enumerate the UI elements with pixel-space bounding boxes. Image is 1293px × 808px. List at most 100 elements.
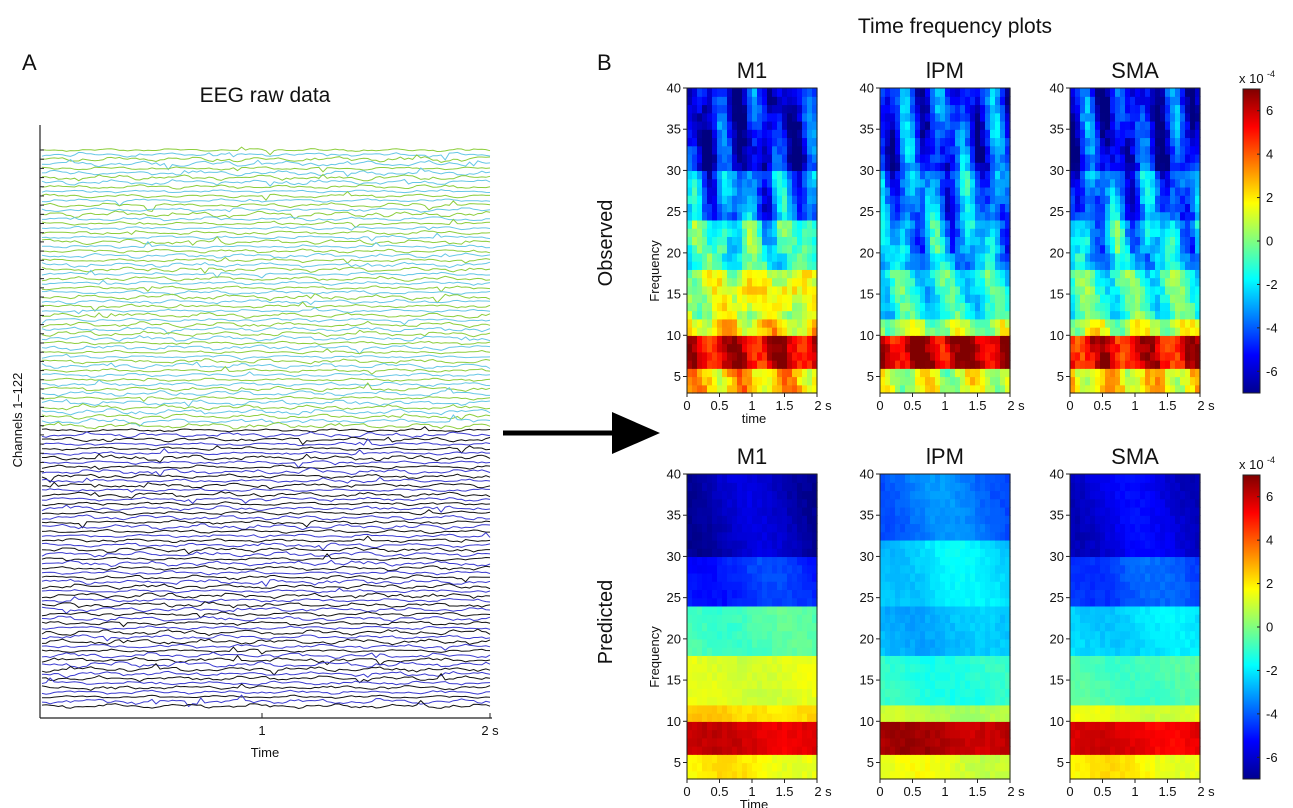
tf-cell (1160, 368, 1166, 378)
tf-cell (1115, 219, 1121, 229)
tf-cell (1145, 236, 1151, 246)
tf-cell (727, 696, 733, 706)
tf-cell (1090, 343, 1096, 353)
tf-cell (970, 170, 976, 180)
tf-cell (737, 704, 743, 714)
tf-cell (970, 721, 976, 731)
tf-cell (707, 96, 713, 106)
tf-cell (1145, 277, 1151, 287)
tf-cell (737, 186, 743, 196)
tf-cell (915, 318, 921, 328)
tf-cell (1185, 269, 1191, 279)
tf-cell (712, 474, 718, 483)
tf-cell (767, 327, 773, 336)
tf-cell (975, 360, 981, 369)
tf-cell (697, 680, 703, 689)
tf-cell (1005, 655, 1011, 665)
tf-cell (975, 310, 981, 320)
tf-cell (1195, 310, 1201, 320)
tf-cell (1080, 244, 1086, 254)
tf-cell (925, 129, 931, 139)
tf-cell (737, 343, 743, 353)
tf-cell (722, 671, 728, 681)
tf-cell (950, 671, 956, 681)
tf-cell (945, 203, 951, 213)
tf-cell (717, 655, 723, 665)
tf-cell (990, 96, 996, 106)
tf-y-tick-label: 20 (860, 245, 874, 260)
tf-cell (762, 729, 768, 739)
tf-cell (757, 310, 763, 320)
tf-cell (742, 605, 748, 615)
tf-cell (737, 384, 743, 394)
tf-cell (807, 647, 813, 656)
tf-cell (757, 162, 763, 172)
tf-cell (757, 506, 763, 516)
tf-cell (970, 277, 976, 287)
tf-cell (925, 647, 931, 656)
tf-cell (915, 228, 921, 237)
tf-x-tick-label: 1 (1131, 398, 1138, 413)
tf-cell (990, 680, 996, 689)
tf-cell (1000, 203, 1006, 213)
tf-cell (930, 120, 936, 130)
tf-cell (742, 120, 748, 130)
tf-cell (1080, 170, 1086, 180)
tf-cell (1120, 236, 1126, 246)
tf-cell (945, 153, 951, 163)
tf-cell (945, 277, 951, 287)
tf-cell (777, 302, 783, 312)
tf-cell (1105, 327, 1111, 336)
tf-cell (925, 88, 931, 97)
tf-cell (1005, 137, 1011, 147)
tf-cell (717, 482, 723, 492)
tf-cell (757, 384, 763, 394)
tf-cell (920, 671, 926, 681)
tf-cell (1145, 145, 1151, 155)
tf-cell (960, 302, 966, 312)
tf-cell (995, 269, 1001, 279)
tf-cell (697, 236, 703, 246)
tf-cell (930, 302, 936, 312)
tf-cell (812, 360, 818, 369)
tf-cell (955, 630, 961, 640)
tf-cell (732, 696, 738, 706)
tf-cell (747, 622, 753, 632)
tf-cell (1165, 294, 1171, 303)
tf-cell (792, 498, 798, 508)
tf-cell (767, 762, 773, 772)
tf-cell (960, 581, 966, 590)
tf-cell (975, 120, 981, 130)
tf-cell (960, 228, 966, 237)
tf-cell (1125, 170, 1131, 180)
tf-cell (687, 360, 693, 369)
tf-cell (707, 228, 713, 237)
tf-cell (995, 655, 1001, 665)
tf-cell (910, 112, 916, 122)
tf-cell (692, 729, 698, 739)
tf-cell (1140, 302, 1146, 312)
tf-cell (697, 490, 703, 500)
tf-cell (950, 137, 956, 147)
tf-cell (772, 523, 778, 533)
eeg-channel-trace (41, 438, 491, 447)
tf-cell (1140, 129, 1146, 139)
tf-cell (687, 614, 693, 623)
tf-cell (692, 137, 698, 147)
tf-cell (880, 368, 886, 378)
tf-cell (935, 236, 941, 246)
tf-cell (782, 680, 788, 689)
tf-cell (812, 327, 818, 336)
tf-cell (767, 688, 773, 698)
tf-cell (1100, 145, 1106, 155)
tf-cell (955, 721, 961, 731)
tf-cell (1120, 285, 1126, 295)
tf-cell (935, 219, 941, 229)
tf-cell (762, 104, 768, 114)
tf-cell (732, 622, 738, 632)
tf-cell (880, 252, 886, 262)
tf-cell (965, 548, 971, 558)
tf-cell (752, 762, 758, 772)
tf-cell (782, 351, 788, 361)
